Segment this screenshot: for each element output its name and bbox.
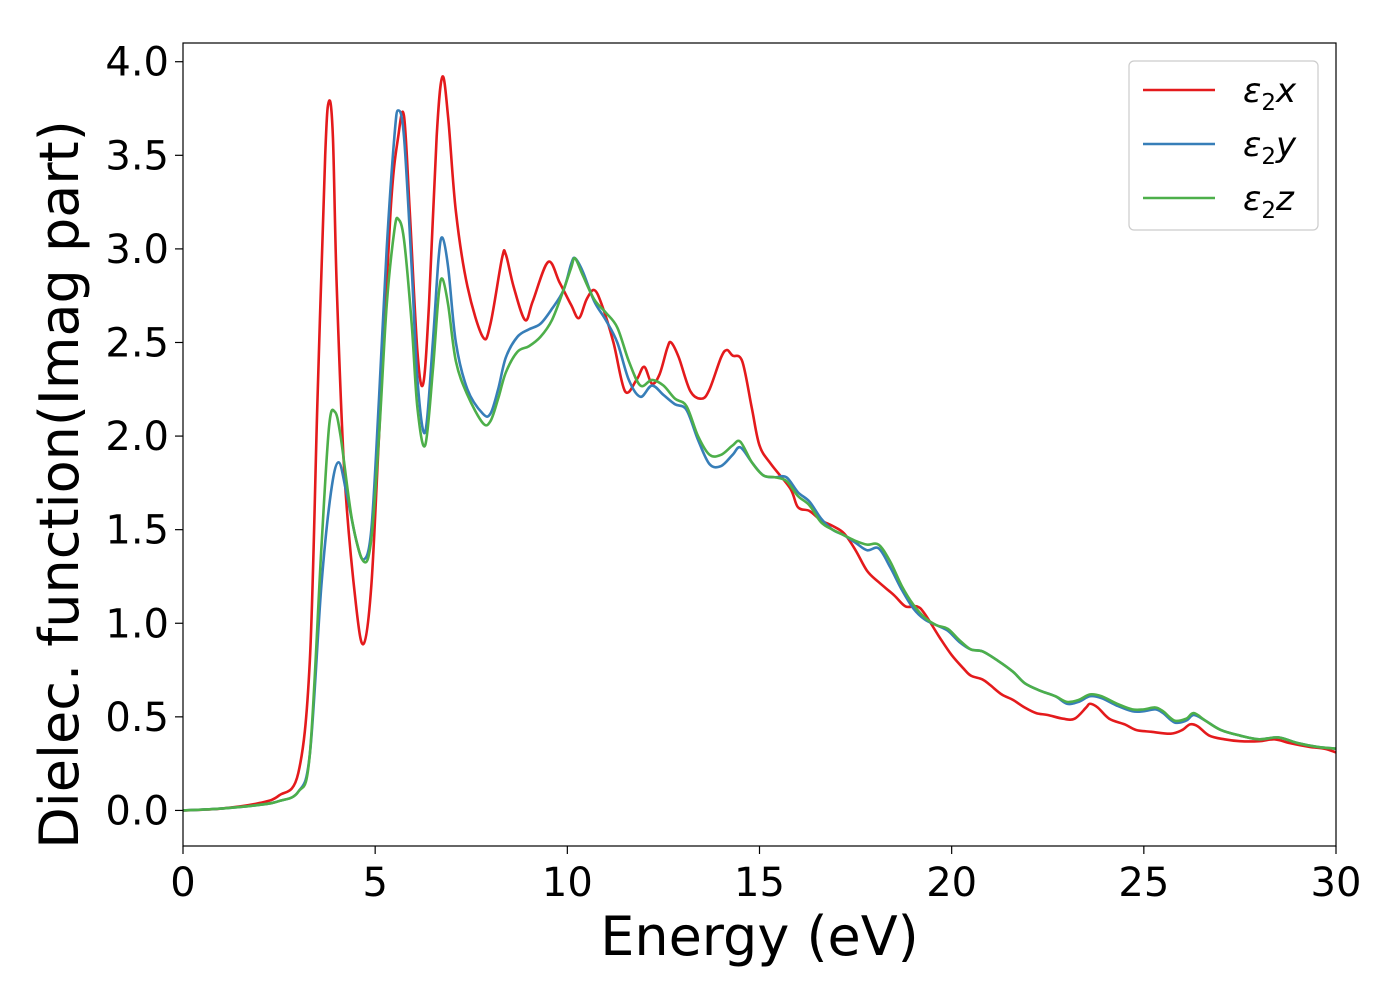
legend-label-sub: 2 xyxy=(1261,90,1276,116)
y-tick-label: 4.0 xyxy=(105,40,169,86)
y-tick-label: 2.0 xyxy=(105,414,169,460)
legend-label-tail: y xyxy=(1275,125,1297,165)
y-tick-label: 0.0 xyxy=(105,788,169,834)
x-tick-label: 30 xyxy=(1311,860,1362,906)
y-tick-label: 3.5 xyxy=(105,133,169,179)
x-tick-label: 5 xyxy=(362,860,387,906)
legend-label-sub: 2 xyxy=(1261,198,1276,224)
legend-label-x: ε2x xyxy=(1243,71,1297,116)
series-line-z xyxy=(183,216,1336,812)
x-tick-label: 25 xyxy=(1118,860,1169,906)
y-tick-label: 1.5 xyxy=(105,508,169,554)
legend-label-tail: x xyxy=(1275,71,1297,111)
x-tick-label: 0 xyxy=(170,860,195,906)
y-axis-ticks: 0.0 0.5 1.0 1.5 2.0 2.5 3.0 3.5 4.0 xyxy=(105,40,183,834)
y-tick-label: 3.0 xyxy=(105,227,169,273)
x-axis-ticks: 0 5 10 15 20 25 30 xyxy=(170,846,1361,906)
x-tick-label: 15 xyxy=(734,860,785,906)
legend-label-base: ε xyxy=(1243,71,1261,111)
y-tick-label: 2.5 xyxy=(105,320,169,366)
x-tick-label: 10 xyxy=(542,860,593,906)
legend-label-base: ε xyxy=(1243,125,1261,165)
legend-label-z: ε2z xyxy=(1243,179,1295,224)
x-axis-title: Energy (eV) xyxy=(600,905,919,968)
legend-label-tail: z xyxy=(1275,179,1295,219)
y-tick-label: 0.5 xyxy=(105,695,169,741)
legend-label-base: ε xyxy=(1243,179,1261,219)
legend-label-y: ε2y xyxy=(1243,125,1297,170)
y-tick-label: 1.0 xyxy=(105,601,169,647)
series-layer xyxy=(183,75,1336,812)
legend-box xyxy=(1128,60,1319,231)
legend-label-sub: 2 xyxy=(1261,144,1276,170)
x-tick-label: 20 xyxy=(926,860,977,906)
y-axis-title: Dielec. function(Imag part) xyxy=(28,120,91,849)
